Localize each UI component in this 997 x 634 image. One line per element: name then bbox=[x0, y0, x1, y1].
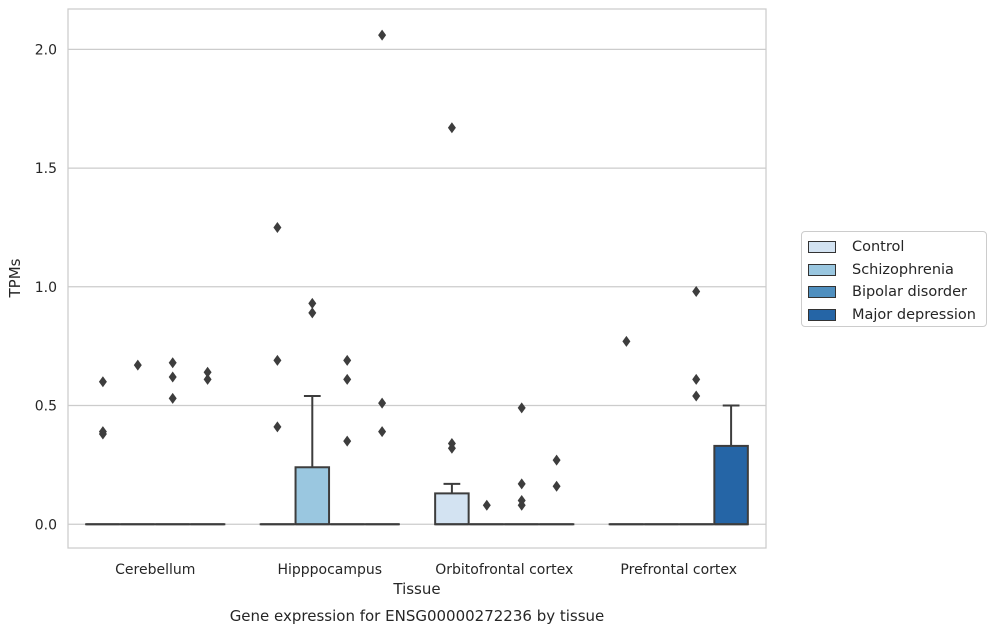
box-body bbox=[294, 466, 331, 526]
box-control bbox=[434, 482, 470, 526]
legend-item: Schizophrenia bbox=[808, 259, 986, 282]
outlier-point bbox=[378, 29, 387, 41]
box-body bbox=[434, 492, 470, 526]
legend: Control Schizophrenia Bipolar disorder Majo… bbox=[801, 231, 987, 327]
outlier-point bbox=[517, 402, 526, 414]
box-major-depression bbox=[713, 404, 749, 526]
outlier-point bbox=[378, 426, 387, 438]
box-series bbox=[85, 395, 749, 526]
legend-label: Major depression bbox=[852, 306, 976, 323]
box-body bbox=[713, 444, 749, 526]
box-schizophrenia bbox=[294, 395, 331, 526]
outlier-point bbox=[552, 480, 561, 492]
legend-item: Major depression bbox=[808, 304, 986, 327]
outlier-point bbox=[203, 373, 212, 385]
outlier-point bbox=[552, 454, 561, 466]
legend-label: Bipolar disorder bbox=[852, 284, 967, 301]
outlier-point bbox=[98, 426, 107, 438]
outlier-point bbox=[343, 435, 352, 447]
outlier-point bbox=[133, 359, 142, 371]
x-tick-labels: Cerebellum Hipppocampus Orbitofrontal cort… bbox=[115, 562, 737, 578]
outlier-point bbox=[692, 286, 701, 298]
legend-label: Schizophrenia bbox=[852, 261, 954, 278]
outlier-point bbox=[343, 354, 352, 366]
outlier-point bbox=[273, 354, 282, 366]
outlier-point bbox=[447, 438, 456, 450]
x-tick-label: Cerebellum bbox=[115, 562, 195, 578]
x-axis-label: Tissue bbox=[392, 580, 440, 598]
y-axis-label: TPMs bbox=[6, 258, 24, 298]
x-tick-label: Prefrontal cortex bbox=[620, 562, 737, 578]
outlier-point bbox=[517, 478, 526, 490]
x-tick-label: Hipppocampus bbox=[277, 562, 382, 578]
outlier-point bbox=[308, 307, 317, 319]
y-gridlines bbox=[68, 48, 766, 525]
outlier-point bbox=[692, 373, 701, 385]
outlier-point bbox=[343, 373, 352, 385]
outlier-point bbox=[273, 421, 282, 433]
outlier-point bbox=[98, 376, 107, 388]
y-tick-label: 1.5 bbox=[35, 161, 57, 177]
outlier-point bbox=[168, 392, 177, 404]
legend-item: Bipolar disorder bbox=[808, 281, 986, 304]
outlier-point bbox=[517, 495, 526, 507]
y-tick-label: 0.5 bbox=[35, 399, 57, 415]
legend-swatch bbox=[808, 241, 836, 254]
y-tick-label: 2.0 bbox=[35, 42, 57, 58]
outlier-point bbox=[168, 357, 177, 369]
x-tick-label: Orbitofrontal cortex bbox=[435, 562, 573, 578]
outlier-point bbox=[308, 297, 317, 309]
outlier-point bbox=[168, 371, 177, 383]
legend-swatch bbox=[808, 286, 836, 299]
outlier-point bbox=[203, 366, 212, 378]
outlier-point bbox=[378, 397, 387, 409]
outlier-point bbox=[447, 122, 456, 134]
legend-swatch bbox=[808, 263, 836, 276]
y-tick-label: 0.0 bbox=[35, 517, 57, 533]
outlier-point bbox=[273, 221, 282, 233]
y-tick-label: 1.0 bbox=[35, 280, 57, 296]
legend-swatch bbox=[808, 308, 836, 321]
outlier-point bbox=[622, 335, 631, 347]
legend-label: Control bbox=[852, 239, 905, 256]
plot-area-frame bbox=[67, 8, 767, 549]
legend-item: Control bbox=[808, 236, 986, 259]
outlier-point bbox=[482, 499, 491, 511]
figure-caption: Gene expression for ENSG00000272236 by t… bbox=[230, 607, 605, 625]
outlier-point bbox=[692, 390, 701, 402]
y-tick-labels: 0.0 0.5 1.0 1.5 2.0 bbox=[35, 42, 57, 533]
outlier-points bbox=[98, 29, 701, 511]
